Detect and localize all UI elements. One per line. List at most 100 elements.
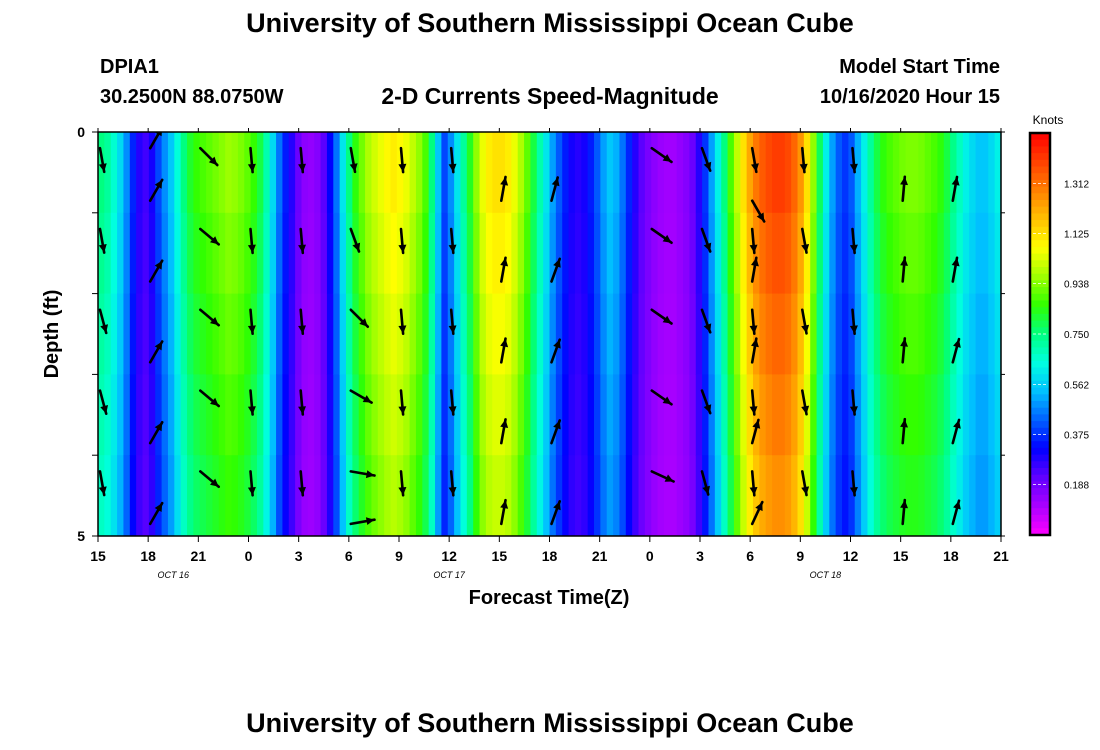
heatmap-cell [810, 455, 818, 536]
heatmap-cell [810, 374, 818, 456]
current-arrow [298, 389, 306, 416]
heatmap-cell [911, 455, 919, 536]
heatmap-cell [98, 455, 105, 536]
heatmap-cell [568, 132, 576, 214]
heatmap-cell [886, 293, 894, 375]
heatmap-cell [206, 293, 214, 375]
heatmap-cell [791, 212, 799, 295]
heatmap-cell [721, 374, 729, 456]
heatmap-cell [307, 455, 315, 536]
heatmap-cell [180, 455, 188, 536]
heatmap-cell [524, 212, 532, 295]
colorbar-segment [1030, 287, 1050, 295]
colorbar-segment [1030, 514, 1050, 523]
chart-subtitle: 2-D Currents Speed-Magnitude [381, 83, 719, 109]
heatmap-cell [396, 212, 404, 295]
heatmap-cell [193, 455, 201, 536]
heatmap-cell [110, 374, 118, 456]
current-arrow [499, 498, 509, 526]
heatmap-cell [441, 293, 449, 375]
heatmap-cell [568, 455, 576, 536]
heatmap-cell [746, 293, 754, 375]
heatmap-cell [301, 374, 309, 456]
heatmap-cell [218, 455, 226, 536]
heatmap-cell [842, 374, 849, 456]
heatmap-cell [740, 132, 748, 214]
heatmap-cell [295, 212, 303, 295]
heatmap-cell [594, 455, 601, 536]
x-tick-label: 18 [943, 548, 959, 564]
current-arrow [98, 389, 108, 416]
heatmap-cell [530, 455, 538, 536]
heatmap-cell [835, 212, 843, 295]
heatmap-cell [524, 455, 532, 536]
heatmap-cell [613, 212, 621, 295]
heatmap-cell [104, 212, 112, 295]
heatmap-cell [721, 212, 729, 295]
heatmap-cell [619, 293, 627, 375]
heatmap-cell [619, 212, 627, 295]
heatmap-cell [167, 374, 175, 456]
heatmap-cell [746, 132, 754, 214]
heatmap-cell [155, 293, 163, 375]
heatmap-cell [110, 212, 118, 295]
heatmap-cell [689, 132, 697, 214]
heatmap-cell [543, 455, 551, 536]
current-arrow [951, 499, 961, 526]
colorbar-segment [1030, 367, 1050, 375]
heatmap-cell [670, 293, 678, 375]
heatmap-cell [975, 132, 983, 214]
heatmap-cell [314, 374, 322, 456]
heatmap-cell [581, 374, 589, 456]
heatmap-cell [358, 132, 366, 214]
heatmap-cell [403, 374, 411, 456]
heatmap-cell [708, 132, 716, 214]
heatmap-cell [950, 293, 958, 375]
heatmap-cell [905, 455, 913, 536]
heatmap-cell [365, 293, 373, 375]
heatmap-cell [657, 455, 665, 536]
current-arrow [700, 389, 712, 415]
heatmap-cell [460, 293, 468, 375]
heatmap-cell [892, 455, 900, 536]
heatmap-cell [772, 455, 780, 536]
current-arrow [199, 146, 219, 167]
heatmap-cell [256, 212, 264, 295]
heatmap-cell [829, 293, 837, 375]
heatmap-cell [765, 212, 773, 295]
heatmap-cell [371, 374, 379, 456]
heatmap-cell [435, 374, 442, 456]
current-arrow [349, 308, 370, 329]
current-arrow [900, 417, 908, 445]
colorbar-segment [1030, 133, 1050, 141]
heatmap-cell [415, 132, 423, 214]
heatmap-cell [714, 293, 722, 375]
heatmap-cell [485, 212, 493, 295]
current-arrow [650, 227, 673, 244]
heatmap-cell [339, 374, 347, 456]
heatmap-cell [752, 374, 760, 456]
x-tick-label: 12 [843, 548, 859, 564]
heatmap-cell [727, 374, 735, 456]
heatmap-cell [962, 212, 970, 295]
heatmap-cell [180, 374, 188, 456]
heatmap-cell [778, 455, 786, 536]
heatmap-cell [905, 132, 913, 214]
heatmap-cell [365, 132, 373, 214]
current-arrow [98, 227, 107, 254]
heatmap-cell [212, 374, 220, 456]
heatmap-cell [256, 455, 264, 536]
colorbar-segment [1030, 434, 1050, 442]
heatmap-cell [447, 374, 455, 456]
heatmap-cell [104, 293, 112, 375]
heatmap-cell [263, 455, 271, 536]
heatmap-cell [829, 455, 837, 536]
heatmap-cell [536, 132, 544, 214]
colorbar-segment [1030, 340, 1050, 348]
heatmap-cell [167, 132, 175, 214]
heatmap-cell [644, 212, 652, 295]
colorbar-segment [1030, 447, 1050, 456]
current-arrow [849, 308, 858, 336]
heatmap-cell [994, 455, 1001, 536]
heatmap-cell [956, 374, 964, 456]
